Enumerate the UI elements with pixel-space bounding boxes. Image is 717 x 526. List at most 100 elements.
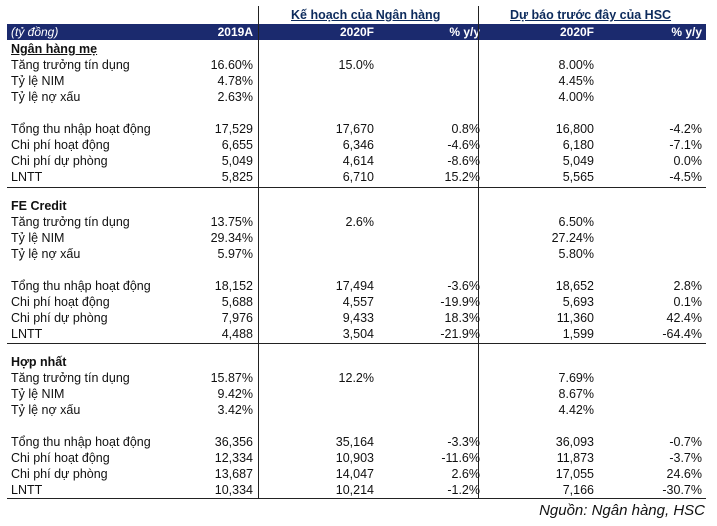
- table-row: Tăng trưởng tín dụng 15.87% 12.2% 7.69%: [7, 371, 706, 387]
- table-cell: 15.0%: [338, 58, 374, 72]
- table-cell: 2.8%: [673, 279, 703, 293]
- table-cell: 17,670: [335, 122, 374, 136]
- table-cell: 6,180: [562, 138, 594, 152]
- row-label: Chi phí dự phòng: [11, 467, 108, 481]
- table-cell: 14,047: [335, 467, 374, 481]
- table-row: Tỷ lệ NIM 9.42% 8.67%: [7, 387, 706, 403]
- row-label: Tổng thu nhập hoạt động: [11, 122, 151, 136]
- section-title: Ngân hàng mẹ: [11, 42, 98, 56]
- table-cell: 42.4%: [666, 311, 702, 325]
- table-cell: 5,693: [562, 295, 594, 309]
- table-cell: -11.6%: [441, 451, 480, 465]
- group-header-hsc-forecast: Dự báo trước đây của HSC: [510, 8, 672, 22]
- table-cell: -4.2%: [669, 122, 702, 136]
- column-divider: [258, 6, 259, 498]
- table-row: Tỷ lệ nợ xấu 5.97% 5.80%: [7, 247, 706, 263]
- group-header-row: Kế hoạch của Ngân hàng Dự báo trước đây …: [258, 6, 706, 24]
- table-row: Tổng thu nhập hoạt động 36,356 35,164 -3.3%…: [7, 435, 706, 451]
- table-row: LNTT 10,334 10,214 -1.2% 7,166 -30.7%: [7, 483, 706, 499]
- col-header-2020f-hsc: 2020F: [559, 25, 594, 39]
- section-title-row: Hợp nhất: [7, 355, 706, 371]
- table-cell: 18.3%: [444, 311, 480, 325]
- table-row: Tỷ lệ NIM 4.78% 4.45%: [7, 74, 706, 90]
- section-title-row: FE Credit: [7, 199, 706, 215]
- table-cell: 5,565: [562, 170, 594, 184]
- table-cell: 13,687: [214, 467, 253, 481]
- table-cell: 8.00%: [558, 58, 594, 72]
- table-cell: 5,688: [221, 295, 253, 309]
- row-label: Tỷ lệ nợ xấu: [11, 90, 81, 104]
- table-cell: 36,093: [555, 435, 594, 449]
- table-cell: 5.97%: [217, 247, 253, 261]
- group-header-bank-plan: Kế hoạch của Ngân hàng: [291, 8, 441, 22]
- table-cell: 24.6%: [666, 467, 702, 481]
- table-cell: 0.8%: [451, 122, 481, 136]
- table-cell: -4.5%: [669, 170, 702, 184]
- table-cell: 2.6%: [451, 467, 481, 481]
- table-cell: 4,614: [342, 154, 374, 168]
- table-cell: 4.78%: [217, 74, 253, 88]
- section-divider: [7, 187, 706, 188]
- table-cell: 2.63%: [217, 90, 253, 104]
- table-row: Tỷ lệ nợ xấu 3.42% 4.42%: [7, 403, 706, 419]
- row-label: Chi phí dự phòng: [11, 311, 108, 325]
- section-divider: [7, 343, 706, 344]
- column-divider: [478, 6, 479, 498]
- table-cell: -3.6%: [447, 279, 480, 293]
- table-cell: 18,652: [555, 279, 594, 293]
- table-cell: 11,360: [556, 311, 594, 325]
- table-row: Chi phí dự phòng 13,687 14,047 2.6% 17,055 24…: [7, 467, 706, 483]
- table-cell: 7.69%: [558, 371, 594, 385]
- table-cell: 17,055: [555, 467, 594, 481]
- table-cell: 18,152: [214, 279, 253, 293]
- col-header-yoy-hsc: % y/y: [671, 25, 702, 39]
- table-cell: 4.00%: [558, 90, 594, 104]
- table-cell: -19.9%: [440, 295, 480, 309]
- source-note: Nguồn: Ngân hàng, HSC: [539, 502, 705, 519]
- row-label: Tỷ lệ NIM: [11, 231, 65, 245]
- table-row: Chi phí dự phòng 5,049 4,614 -8.6% 5,049 0.0%: [7, 154, 706, 170]
- table-row: Tăng trưởng tín dụng 13.75% 2.6% 6.50%: [7, 215, 706, 231]
- table-row: LNTT 4,488 3,504 -21.9% 1,599 -64.4%: [7, 327, 706, 343]
- row-label: LNTT: [11, 483, 43, 497]
- table-row: Chi phí hoạt động 5,688 4,557 -19.9% 5,693 0.…: [7, 295, 706, 311]
- table-cell: 10,903: [335, 451, 374, 465]
- table-cell: -30.7%: [662, 483, 702, 497]
- table-cell: 16,800: [555, 122, 594, 136]
- table-cell: 5.80%: [558, 247, 594, 261]
- table-cell: 11,873: [556, 451, 594, 465]
- table-cell: 36,356: [214, 435, 253, 449]
- table-cell: 5,825: [221, 170, 253, 184]
- table-cell: 17,494: [335, 279, 374, 293]
- table-row: Tăng trưởng tín dụng 16.60% 15.0% 8.00%: [7, 58, 706, 74]
- table-row: Tỷ lệ nợ xấu 2.63% 4.00%: [7, 90, 706, 106]
- table-cell: 7,976: [221, 311, 253, 325]
- row-label: Chi phí hoạt động: [11, 451, 110, 465]
- table-cell: 35,164: [335, 435, 374, 449]
- table-cell: -0.7%: [669, 435, 702, 449]
- table-row: Tỷ lệ NIM 29.34% 27.24%: [7, 231, 706, 247]
- table-cell: 27.24%: [551, 231, 594, 245]
- row-label: Tăng trưởng tín dụng: [11, 58, 130, 72]
- table-cell: 10,214: [335, 483, 374, 497]
- table-row: LNTT 5,825 6,710 15.2% 5,565 -4.5%: [7, 170, 706, 186]
- table-cell: 6,710: [342, 170, 374, 184]
- table-cell: -8.6%: [447, 154, 480, 168]
- table-cell: 9.42%: [217, 387, 253, 401]
- table-cell: 3.42%: [217, 403, 253, 417]
- row-label: Tỷ lệ NIM: [11, 74, 65, 88]
- table-cell: 12,334: [214, 451, 253, 465]
- table-cell: 12.2%: [338, 371, 374, 385]
- row-label: Tỷ lệ NIM: [11, 387, 65, 401]
- table-cell: 4.42%: [558, 403, 594, 417]
- table-bottom-rule: [7, 498, 706, 499]
- col-header-2020f-plan: 2020F: [339, 25, 374, 39]
- table-cell: 1,599: [562, 327, 594, 341]
- table-cell: -3.7%: [669, 451, 702, 465]
- table-cell: 4.45%: [558, 74, 594, 88]
- table-cell: 0.1%: [673, 295, 703, 309]
- table-row: Chi phí hoạt động 12,334 10,903 -11.6% 11,87…: [7, 451, 706, 467]
- table-cell: 5,049: [221, 154, 253, 168]
- row-label: Tổng thu nhập hoạt động: [11, 435, 151, 449]
- table-cell: 4,557: [342, 295, 374, 309]
